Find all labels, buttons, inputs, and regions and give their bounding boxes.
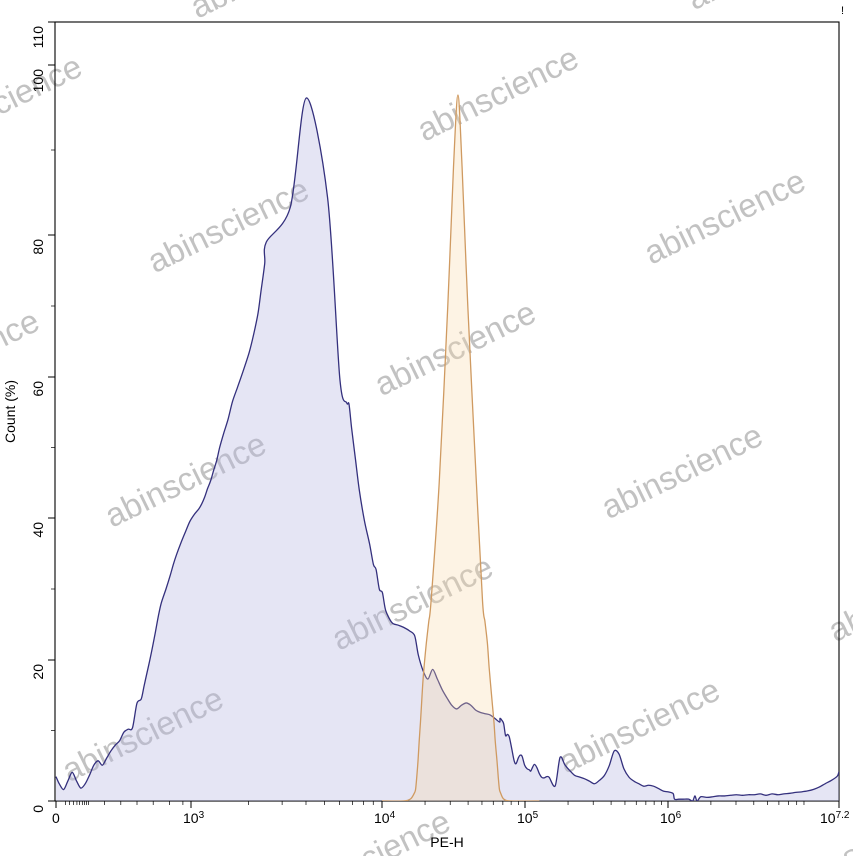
svg-text:20: 20 — [30, 664, 46, 680]
svg-text:40: 40 — [30, 522, 46, 538]
svg-text:0: 0 — [30, 805, 46, 813]
svg-text:107.2: 107.2 — [820, 810, 850, 827]
svg-text:106: 106 — [660, 810, 682, 827]
svg-text:!: ! — [841, 5, 844, 17]
svg-text:105: 105 — [517, 810, 539, 827]
svg-text:PE-H: PE-H — [430, 834, 463, 850]
svg-text:0: 0 — [52, 810, 60, 826]
svg-text:80: 80 — [30, 239, 46, 255]
svg-text:103: 103 — [183, 810, 205, 827]
svg-text:104: 104 — [374, 810, 396, 827]
svg-text:60: 60 — [30, 381, 46, 397]
svg-text:100: 100 — [30, 69, 46, 93]
svg-text:110: 110 — [30, 26, 46, 49]
svg-text:Count (%): Count (%) — [2, 380, 18, 443]
